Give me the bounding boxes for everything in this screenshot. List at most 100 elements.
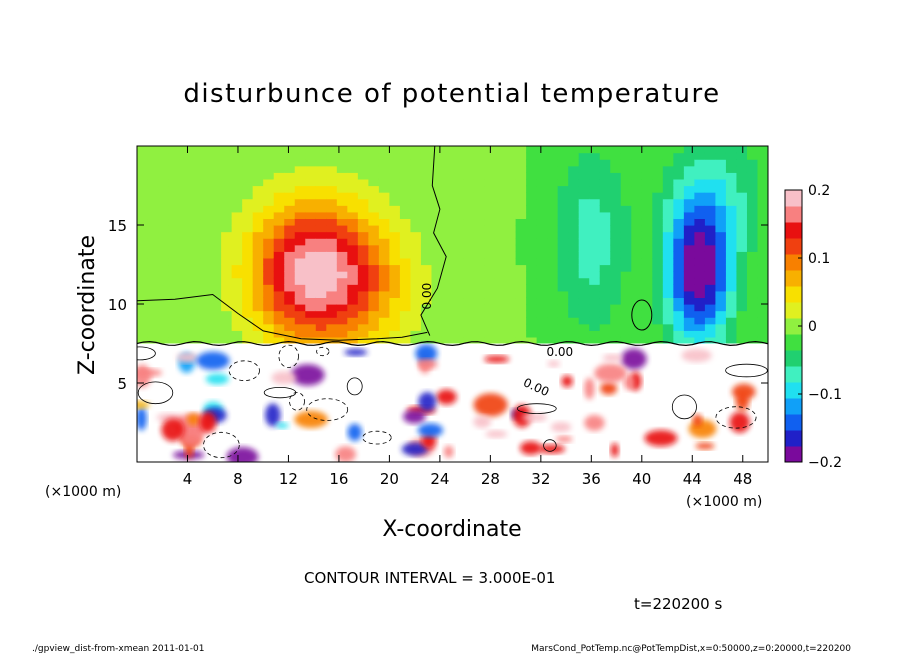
heatmap-cell xyxy=(473,165,485,173)
heatmap-cell xyxy=(746,284,759,292)
heatmap-cell xyxy=(179,277,191,285)
heatmap-cell xyxy=(284,238,296,246)
heatmap-cell xyxy=(641,178,653,187)
heatmap-cell xyxy=(473,297,485,305)
heatmap-cell xyxy=(536,225,548,233)
heatmap-cell xyxy=(252,264,264,272)
heatmap-cell xyxy=(704,310,717,318)
heatmap-cell xyxy=(137,264,149,272)
heatmap-cell xyxy=(242,264,254,272)
heatmap-cell xyxy=(725,198,738,206)
heatmap-cell xyxy=(231,244,243,252)
heatmap-cell xyxy=(641,205,653,213)
heatmap-cell xyxy=(610,244,622,252)
turbulent-blob xyxy=(401,442,428,456)
heatmap-cell xyxy=(484,178,496,187)
heatmap-cell xyxy=(189,146,201,154)
heatmap-cell xyxy=(494,330,506,338)
heatmap-cell xyxy=(294,290,306,299)
heatmap-cell xyxy=(284,172,296,180)
heatmap-cell xyxy=(757,284,768,292)
heatmap-cell xyxy=(168,330,180,338)
heatmap-cell xyxy=(505,257,517,266)
heatmap-cell xyxy=(410,304,422,312)
heatmap-cell xyxy=(620,238,632,246)
heatmap-cell xyxy=(410,323,422,331)
heatmap-cell xyxy=(599,146,611,154)
heatmap-cell xyxy=(683,211,695,220)
heatmap-cell xyxy=(242,152,254,160)
heatmap-cell xyxy=(505,198,517,206)
heatmap-cell xyxy=(652,244,664,252)
heatmap-cell xyxy=(568,231,580,239)
heatmap-cell xyxy=(568,205,580,213)
heatmap-cell xyxy=(536,284,548,292)
heatmap-cell xyxy=(326,330,338,338)
heatmap-cell xyxy=(568,317,580,325)
heatmap-cell xyxy=(526,330,538,338)
heatmap-cell xyxy=(431,277,443,285)
heatmap-cell xyxy=(715,218,727,226)
heatmap-cell xyxy=(725,323,738,331)
heatmap-cell xyxy=(221,297,233,305)
heatmap-cell xyxy=(252,271,264,279)
heatmap-cell xyxy=(189,205,201,213)
contour-line xyxy=(289,391,305,411)
heatmap-cell xyxy=(484,244,496,252)
heatmap-cell xyxy=(494,277,506,285)
contour-line xyxy=(715,406,757,429)
heatmap-cell xyxy=(505,310,517,318)
heatmap-cell xyxy=(662,257,674,266)
heatmap-cell xyxy=(641,264,653,272)
heatmap-cell xyxy=(725,185,738,193)
heatmap-cell xyxy=(610,185,622,193)
heatmap-cell xyxy=(641,271,653,279)
heatmap-cell xyxy=(704,297,717,305)
heatmap-cell xyxy=(452,218,464,226)
turbulent-blob xyxy=(226,447,259,462)
heatmap-cell xyxy=(568,336,580,345)
heatmap-cell xyxy=(263,257,275,266)
heatmap-cell xyxy=(168,284,180,292)
heatmap-cell xyxy=(715,336,727,345)
heatmap-cell xyxy=(526,304,538,312)
heatmap-cell xyxy=(210,330,222,338)
turbulent-blob xyxy=(512,404,532,428)
heatmap-cell xyxy=(294,330,306,338)
heatmap-cell xyxy=(378,192,390,200)
heatmap-cell xyxy=(305,238,317,246)
heatmap-cell xyxy=(210,290,222,299)
heatmap-cell xyxy=(620,185,632,193)
heatmap-cell xyxy=(715,178,727,187)
heatmap-cell xyxy=(336,257,348,266)
heatmap-cell xyxy=(368,172,380,180)
heatmap-cell xyxy=(463,152,475,160)
heatmap-cell xyxy=(273,231,285,239)
heatmap-cell xyxy=(652,159,664,167)
turbulent-blob xyxy=(732,383,756,400)
heatmap-cell xyxy=(305,152,317,160)
heatmap-cell xyxy=(347,165,359,173)
heatmap-cell xyxy=(210,165,222,173)
heatmap-cell xyxy=(673,205,685,213)
heatmap-cell xyxy=(147,205,159,213)
heatmap-cell xyxy=(158,231,170,239)
heatmap-cell xyxy=(137,159,149,167)
heatmap-cell xyxy=(420,264,433,272)
heatmap-cell xyxy=(662,277,674,285)
heatmap-cell xyxy=(137,290,149,299)
heatmap-cell xyxy=(757,165,768,173)
heatmap-cell xyxy=(399,297,412,305)
heatmap-cell xyxy=(736,271,748,279)
heatmap-cell xyxy=(336,323,348,331)
heatmap-cell xyxy=(473,198,485,206)
heatmap-cell xyxy=(284,310,296,318)
time-text: t=220200 s xyxy=(634,595,722,613)
heatmap-cell xyxy=(599,284,611,292)
heatmap-cell xyxy=(326,323,338,331)
heatmap-cell xyxy=(515,152,527,160)
heatmap-cell xyxy=(641,198,653,206)
turbulent-blob xyxy=(196,351,230,370)
heatmap-cell xyxy=(484,330,496,338)
heatmap-cell xyxy=(252,310,264,318)
